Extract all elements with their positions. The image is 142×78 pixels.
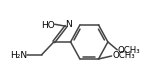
Text: HO: HO [41,21,55,30]
Text: N: N [65,20,72,29]
Text: OCH₃: OCH₃ [112,51,135,60]
Text: OCH₃: OCH₃ [118,46,141,55]
Text: H₂N: H₂N [10,51,27,60]
